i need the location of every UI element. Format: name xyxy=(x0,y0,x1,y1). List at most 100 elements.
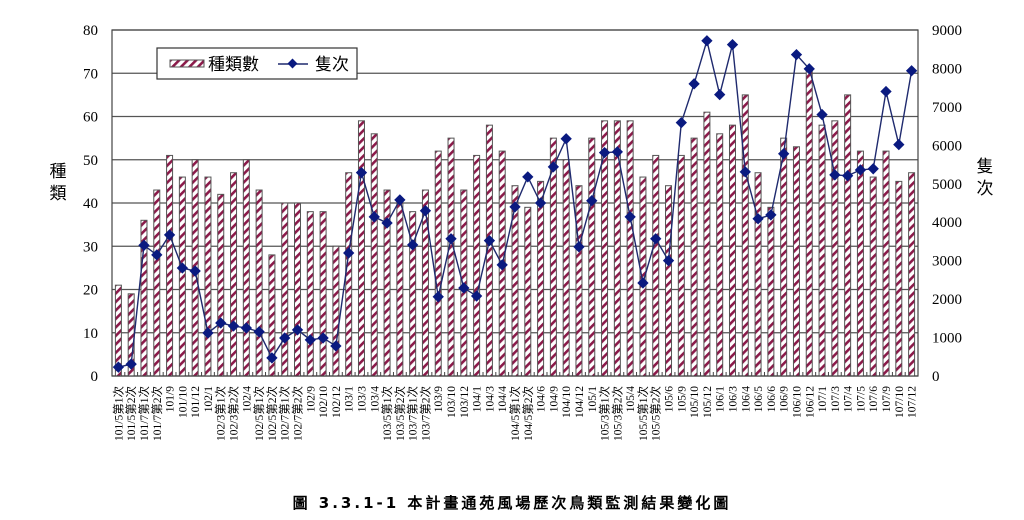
svg-text:4000: 4000 xyxy=(932,215,962,231)
diamond-marker xyxy=(701,35,713,47)
category-label: 107/3 xyxy=(830,386,842,412)
diamond-marker xyxy=(714,88,726,101)
diamond-marker xyxy=(905,65,918,77)
category-label: 103/12 xyxy=(459,386,471,418)
plot-area-frame xyxy=(111,29,919,377)
category-label: 106/5 xyxy=(753,386,765,412)
bar xyxy=(741,94,749,377)
diamond-marker xyxy=(534,197,547,209)
svg-text:2000: 2000 xyxy=(932,292,962,308)
category-label: 105/5第1次 xyxy=(636,386,650,441)
diamond-marker xyxy=(624,211,636,223)
bar xyxy=(217,193,225,377)
svg-text:20: 20 xyxy=(83,283,98,299)
svg-text:0: 0 xyxy=(932,369,940,385)
axis-titles: 種類 隻次 xyxy=(50,157,994,204)
category-label: 102/1 xyxy=(203,386,215,412)
category-label: 104/3 xyxy=(484,386,496,412)
diamond-marker xyxy=(215,317,227,329)
svg-text:次: 次 xyxy=(977,179,994,199)
category-label: 101/7第1次 xyxy=(137,386,151,441)
category-label: 101/10 xyxy=(177,386,189,418)
diamond-marker xyxy=(752,213,764,225)
diamond-marker xyxy=(112,361,125,373)
diamond-marker xyxy=(547,161,560,173)
diamond-marker xyxy=(598,146,611,159)
category-label: 101/9 xyxy=(165,386,177,412)
svg-text:8000: 8000 xyxy=(932,61,962,77)
category-label: 102/7第1次 xyxy=(278,386,292,441)
category-label: 107/5 xyxy=(855,386,867,412)
bar xyxy=(396,198,404,377)
svg-text:3000: 3000 xyxy=(932,254,962,270)
individual-count-line xyxy=(112,35,918,373)
chart-legend: 種類數 隻次 xyxy=(156,47,358,80)
category-label: 103/3 xyxy=(356,386,368,412)
bar xyxy=(357,120,365,377)
bar xyxy=(652,154,660,377)
diamond-marker xyxy=(189,265,201,277)
diamond-marker xyxy=(291,324,304,336)
diamond-marker xyxy=(227,320,240,332)
svg-text:類: 類 xyxy=(50,184,67,204)
bar xyxy=(805,68,813,377)
category-label: 103/1 xyxy=(344,386,356,412)
category-label: 105/3第2次 xyxy=(610,386,624,441)
svg-text:30: 30 xyxy=(83,239,98,255)
diamond-marker xyxy=(483,235,496,247)
bar xyxy=(332,245,340,377)
bar xyxy=(281,202,289,377)
bar xyxy=(319,211,327,377)
category-label: 102/9 xyxy=(305,386,317,412)
svg-text:50: 50 xyxy=(83,153,98,169)
svg-text:70: 70 xyxy=(83,66,98,82)
svg-text:10: 10 xyxy=(83,326,98,342)
svg-text:6000: 6000 xyxy=(932,138,962,154)
svg-text:種類數: 種類數 xyxy=(208,55,259,75)
svg-text:隻: 隻 xyxy=(977,157,994,177)
category-label: 102/3第2次 xyxy=(227,386,241,441)
diamond-marker xyxy=(662,255,675,267)
diamond-marker xyxy=(867,163,879,175)
diamond-marker xyxy=(688,78,700,90)
category-label: 102/4 xyxy=(241,386,253,412)
diamond-marker xyxy=(880,85,892,98)
category-label: 105/9 xyxy=(676,386,688,412)
diamond-marker xyxy=(458,282,470,294)
category-label: 104/5第1次 xyxy=(508,386,522,441)
figure-caption: 圖 3.3.1-1 本計畫通苑風場歷次鳥類監測結果變化圖 xyxy=(292,494,732,512)
category-label: 102/5第1次 xyxy=(252,386,266,441)
bar xyxy=(831,120,839,377)
category-label: 106/4 xyxy=(740,386,752,412)
category-label: 104/6 xyxy=(536,386,548,412)
bar xyxy=(153,189,161,377)
diamond-marker xyxy=(394,194,406,206)
category-label: 105/5第2次 xyxy=(649,386,663,441)
diamond-marker xyxy=(637,277,649,289)
diamond-marker xyxy=(739,166,751,178)
diamond-marker xyxy=(151,249,163,261)
diamond-marker xyxy=(765,209,777,221)
bar xyxy=(204,176,212,377)
category-label: 107/1 xyxy=(817,386,829,412)
category-label: 104/10 xyxy=(561,386,573,418)
diamond-marker xyxy=(726,38,739,51)
bar xyxy=(447,137,455,377)
category-label: 107/12 xyxy=(907,386,919,418)
category-label: 104/12 xyxy=(574,386,586,418)
category-label: 103/7第2次 xyxy=(418,386,432,441)
bar xyxy=(242,159,250,377)
category-label: 104/4 xyxy=(497,386,509,412)
category-label: 107/9 xyxy=(881,386,893,412)
bar xyxy=(895,180,903,377)
diamond-marker xyxy=(854,164,867,176)
category-label: 102/10 xyxy=(318,386,330,418)
svg-text:隻次: 隻次 xyxy=(315,55,349,75)
bar xyxy=(434,150,442,377)
diamond-marker xyxy=(343,247,355,259)
diamond-marker xyxy=(611,146,624,158)
diamond-marker xyxy=(778,148,790,160)
diamond-marker xyxy=(138,239,150,251)
bar xyxy=(665,185,673,377)
bar xyxy=(728,124,736,377)
